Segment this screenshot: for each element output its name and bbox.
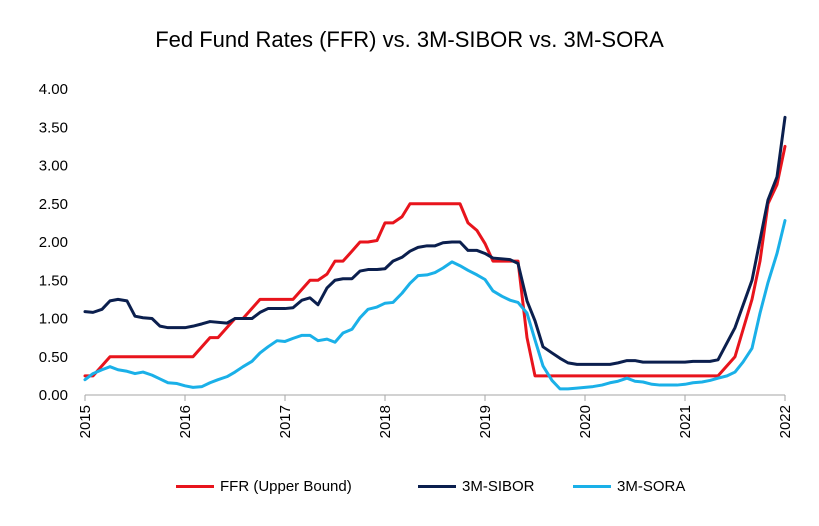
x-tick-label: 2020: [577, 405, 594, 438]
legend-swatch: [176, 485, 214, 488]
legend-swatch: [573, 485, 611, 488]
legend: FFR (Upper Bound) 3M-SIBOR 3M-SORA: [0, 478, 819, 502]
x-tick-label: 2022: [777, 405, 794, 438]
legend-item: FFR (Upper Bound): [176, 478, 352, 495]
x-tick-label: 2015: [77, 405, 94, 438]
series-line-3m-sibor: [83, 115, 787, 366]
legend-label: 3M-SORA: [617, 478, 686, 495]
legend-item: 3M-SORA: [573, 478, 685, 495]
y-tick-label: 2.00: [39, 234, 68, 251]
legend-swatch: [418, 485, 456, 488]
y-tick-label: 0.00: [39, 387, 68, 404]
y-tick-label: 3.00: [39, 158, 68, 175]
legend-label: 3M-SIBOR: [462, 478, 535, 495]
tick-labels: 0.00 0.50 1.00 1.50 2.00 2.50 3.00 3.50 4.00 2015…: [39, 81, 794, 438]
x-tick-label: 2019: [477, 405, 494, 438]
x-tick-label: 2017: [277, 405, 294, 438]
y-tick-label: 4.00: [39, 81, 68, 98]
y-tick-label: 1.50: [39, 272, 68, 289]
series-line-ffr-upper-bound: [83, 144, 787, 378]
y-tick-label: 2.50: [39, 196, 68, 213]
x-tick-label: 2018: [377, 405, 394, 438]
x-tick-label: 2021: [677, 405, 694, 438]
y-tick-label: 1.00: [39, 311, 68, 328]
legend-label: FFR (Upper Bound): [220, 478, 352, 495]
x-tick-label: 2016: [177, 405, 194, 438]
axes: [84, 394, 786, 401]
y-tick-label: 3.50: [39, 119, 68, 136]
legend-item: 3M-SIBOR: [418, 478, 535, 495]
chart-title: Fed Fund Rates (FFR) vs. 3M-SIBOR vs. 3M…: [155, 27, 664, 52]
y-tick-label: 0.50: [39, 349, 68, 366]
series-lines: [83, 115, 787, 391]
series-line-3m-sora: [83, 219, 787, 391]
